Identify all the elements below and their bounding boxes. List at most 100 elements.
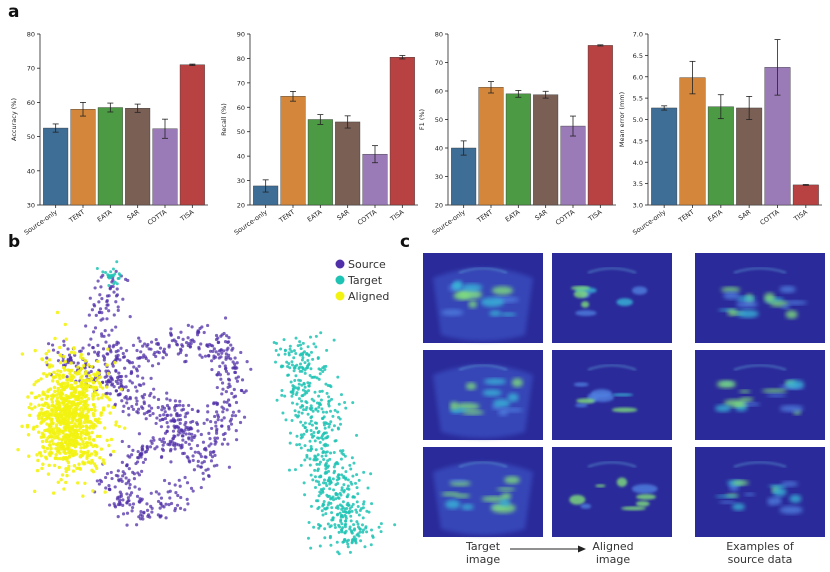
target-point bbox=[294, 336, 298, 340]
source-point bbox=[119, 383, 123, 387]
target-point bbox=[339, 449, 343, 453]
aligned-point bbox=[78, 466, 82, 471]
source-point bbox=[109, 453, 113, 457]
aligned-point bbox=[76, 384, 80, 389]
source-point bbox=[208, 437, 212, 441]
echo-arc bbox=[587, 364, 637, 371]
target-point bbox=[318, 524, 322, 528]
target-point bbox=[294, 393, 298, 397]
source-point bbox=[130, 453, 134, 457]
aligned-point bbox=[32, 425, 36, 430]
source-point bbox=[189, 446, 193, 451]
source-point bbox=[128, 503, 132, 507]
echo-blob bbox=[779, 505, 803, 515]
target-point bbox=[307, 520, 311, 524]
echo-blob bbox=[573, 290, 588, 299]
aligned-point bbox=[93, 449, 97, 454]
echo-arc bbox=[458, 364, 508, 371]
source-point bbox=[108, 286, 112, 290]
echo-blob bbox=[616, 477, 628, 487]
target-point bbox=[309, 350, 313, 354]
source-point bbox=[206, 344, 210, 349]
aligned-point bbox=[64, 480, 68, 485]
source-point bbox=[92, 303, 96, 307]
aligned-point bbox=[77, 424, 82, 428]
target-point bbox=[315, 457, 319, 461]
y-tick-label: 70 bbox=[237, 79, 245, 87]
source-point bbox=[213, 414, 217, 419]
target-point bbox=[350, 509, 354, 513]
target-point bbox=[330, 428, 334, 432]
aligned-point bbox=[37, 413, 42, 417]
target-point bbox=[355, 486, 359, 490]
source-point bbox=[230, 414, 235, 418]
target-point bbox=[303, 444, 307, 448]
source-point bbox=[169, 501, 174, 506]
target-point bbox=[281, 411, 285, 415]
source-point bbox=[196, 409, 200, 413]
source-point bbox=[166, 425, 170, 429]
aligned-point bbox=[26, 433, 31, 437]
target-point bbox=[309, 447, 313, 451]
target-point bbox=[287, 353, 291, 357]
echo-blob bbox=[461, 504, 474, 510]
source-point bbox=[239, 350, 243, 355]
source-point bbox=[91, 330, 96, 334]
y-tick-label: 30 bbox=[237, 177, 245, 185]
source-point bbox=[66, 357, 70, 361]
source-point bbox=[186, 323, 190, 327]
aligned-point bbox=[107, 443, 111, 448]
target-point bbox=[318, 440, 322, 444]
source-point bbox=[183, 475, 187, 480]
aligned-point bbox=[40, 397, 44, 401]
aligned-point bbox=[77, 391, 82, 396]
aligned-point bbox=[83, 386, 88, 390]
target-point bbox=[327, 425, 331, 429]
target-point bbox=[356, 492, 360, 496]
source-point bbox=[195, 331, 200, 335]
aligned-point bbox=[55, 414, 59, 418]
aligned-point bbox=[72, 453, 77, 457]
aligned-point bbox=[42, 403, 46, 408]
source-point bbox=[233, 394, 238, 398]
source-point bbox=[221, 410, 225, 414]
target-point bbox=[329, 420, 333, 424]
source-point bbox=[167, 503, 171, 507]
aligned-point bbox=[56, 399, 60, 404]
aligned-point bbox=[79, 376, 83, 380]
aligned-point bbox=[73, 381, 77, 385]
source-point bbox=[104, 486, 108, 490]
source-point bbox=[181, 337, 185, 341]
source-point bbox=[223, 316, 228, 320]
source-point bbox=[169, 447, 173, 452]
source-point bbox=[149, 406, 154, 410]
y-tick-label: 90 bbox=[237, 31, 245, 39]
aligned-point bbox=[32, 489, 37, 494]
source-point bbox=[189, 486, 194, 490]
aligned-point bbox=[86, 378, 90, 382]
target-point bbox=[299, 347, 303, 351]
source-point bbox=[131, 343, 136, 347]
source-point bbox=[161, 417, 165, 422]
source-point bbox=[160, 405, 165, 409]
echo-blob bbox=[504, 476, 520, 484]
target-point bbox=[358, 527, 362, 531]
aligned-point bbox=[70, 400, 75, 405]
aligned-point bbox=[62, 487, 66, 491]
target-point bbox=[323, 367, 327, 371]
aligned-point bbox=[70, 374, 75, 378]
source-point bbox=[229, 343, 233, 347]
aligned-point bbox=[48, 387, 53, 391]
source-point bbox=[221, 432, 226, 437]
source-point bbox=[173, 404, 178, 408]
target-point bbox=[314, 486, 318, 490]
source-point bbox=[192, 468, 197, 472]
target-point bbox=[316, 409, 320, 413]
source-point bbox=[181, 430, 186, 435]
y-tick-label: 3.0 bbox=[633, 202, 643, 210]
aligned-point bbox=[76, 365, 80, 369]
target-point bbox=[336, 492, 340, 496]
target-point bbox=[336, 482, 340, 486]
source-point bbox=[214, 333, 219, 338]
source-point bbox=[111, 364, 115, 368]
